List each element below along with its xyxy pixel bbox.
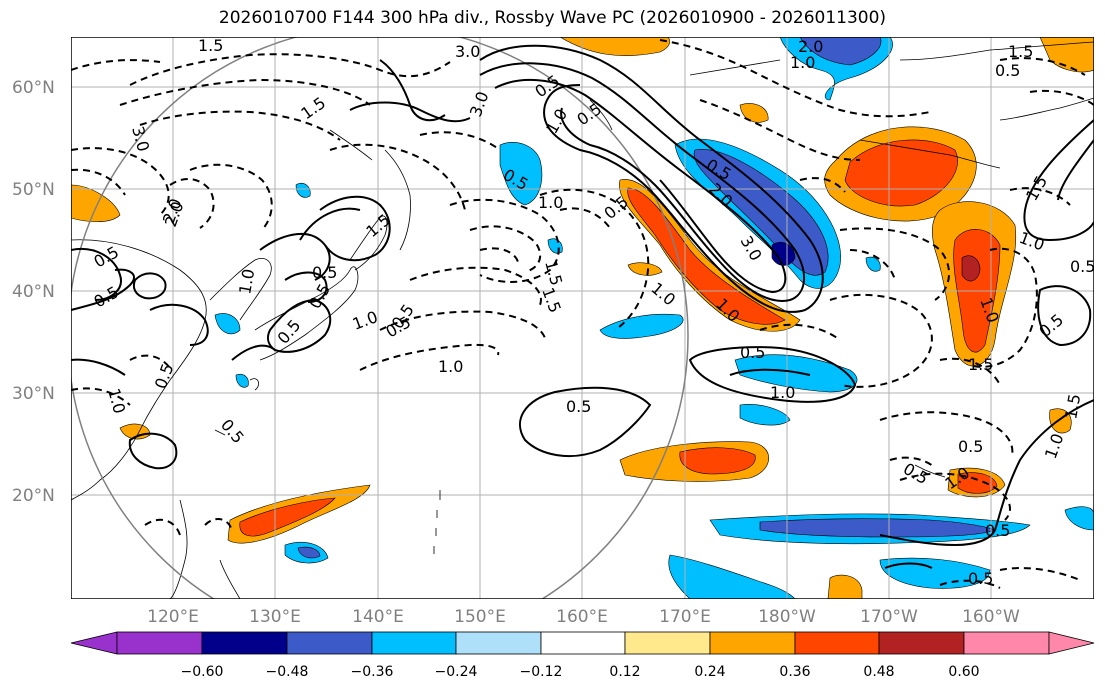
lon-label-160e: 160°E [556,607,608,627]
contour-label: 1.0 [235,267,258,295]
colorbar-segment [1048,631,1095,655]
positive-divergence-area [827,574,863,599]
lon-label-140e: 140°E [352,607,404,627]
convergence-area [295,182,311,198]
lon-label-180w: 180°W [758,607,816,627]
colorbar-segment [201,631,288,655]
colorbar-tick-labels: −0.60 −0.48 −0.36 −0.24 −0.12 0.12 0.24 … [181,664,980,680]
convergence-area [879,557,991,589]
solid-contours [71,44,1094,569]
lat-label-60n: 60°N [12,78,55,98]
lat-label-30n: 30°N [12,384,55,404]
graticule [71,37,1094,599]
contour-label: 1.0 [438,357,463,376]
colorbar-segment [286,631,373,655]
colorbar-tick-label: 0.60 [948,664,979,680]
convergence-core [799,37,882,66]
lon-label-120e: 120°E [147,607,199,627]
map-panel: 3.0 1.5 1.5 1.5 1.5 3.0 2.0 2.0 1.5 0.5 … [71,36,1095,599]
colorbar-segment [878,631,965,655]
colorbar-tick-label: 0.12 [609,664,640,680]
contour-label: 1.0 [790,53,815,72]
dashed-contours [71,39,1094,589]
lat-label-40n: 40°N [12,282,55,302]
convergence-area [599,313,684,339]
colorbar-tick-label: 0.24 [694,664,725,680]
convergence-core [297,546,321,559]
colorbar-tick-label: −0.12 [520,664,563,680]
contour-label: 0.5 [740,343,765,362]
colorbar-segment [70,631,118,655]
colorbar-segment [540,631,626,655]
positive-divergence-core [957,472,998,494]
contour-label: 0.5 [566,397,591,416]
lon-label-130e: 130°E [249,607,301,627]
colorbar-segment [116,631,203,655]
colorbar-segment [455,631,542,655]
contour-label: 2.0 [798,37,823,56]
contour-label: 0.5 [995,61,1020,80]
latitude-labels: 60°N 50°N 40°N 30°N 20°N [12,78,55,506]
contour-label: 0.5 [985,521,1010,540]
contour-label: 1.5 [198,36,223,55]
colorbar-tick-label: 0.36 [779,664,810,680]
convergence-area [235,373,249,388]
positive-divergence-core [679,447,756,475]
colorbar-segment [371,631,457,655]
lat-label-50n: 50°N [12,180,55,200]
contour-label: 3.0 [455,42,480,61]
longitude-labels: 120°E 130°E 140°E 150°E 160°E 170°E 180°… [147,607,1020,627]
colorbar-segment [624,631,711,655]
convergence-area [865,256,881,272]
positive-divergence-peak [961,255,981,282]
positive-divergence-area [739,103,769,123]
lon-label-170w: 170°W [860,607,918,627]
contour-label: 1.0 [770,383,795,402]
colorbar-tick-label: −0.36 [351,664,394,680]
colorbar-tick-label: 0.48 [863,664,894,680]
map-title: 2026010700 F144 300 hPa div., Rossby Wav… [218,8,887,28]
lon-label-160w: 160°W [962,607,1020,627]
region-circle [71,37,689,599]
colorbar [70,631,1095,655]
contour-label: 1.5 [968,355,993,374]
contour-label: 0.5 [312,263,337,282]
contour-label: 1.5 [1008,42,1033,61]
contour-label: 1.0 [538,193,563,212]
convergence-area [1064,506,1094,531]
positive-divergence-core [239,497,336,537]
positive-divergence-area [627,262,663,276]
convergence-peak [771,241,796,266]
lon-label-150e: 150°E [454,607,506,627]
contour-label: 0.5 [968,569,993,588]
colorbar-segment [963,631,1050,655]
colorbar-segment [794,631,880,655]
lon-label-170e: 170°E [659,607,711,627]
colorbar-segment [709,631,796,655]
convergence-area [214,313,241,335]
contour-label: 1.5 [1061,392,1084,420]
contour-labels: 3.0 1.5 1.5 1.5 1.5 3.0 2.0 2.0 1.5 0.5 … [91,36,1095,588]
contour-label: 0.5 [1070,257,1095,276]
convergence-area [739,404,791,426]
contour-label: 0.5 [958,437,983,456]
colorbar-tick-label: −0.60 [181,664,224,680]
lat-label-20n: 20°N [12,486,55,506]
colorbar-tick-label: −0.48 [266,664,309,680]
colorbar-tick-label: −0.24 [435,664,478,680]
